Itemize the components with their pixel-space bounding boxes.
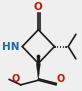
Text: HN: HN (2, 42, 20, 52)
Text: O: O (12, 74, 20, 84)
Text: O: O (57, 74, 65, 84)
Text: O: O (34, 2, 43, 12)
Polygon shape (36, 63, 41, 80)
